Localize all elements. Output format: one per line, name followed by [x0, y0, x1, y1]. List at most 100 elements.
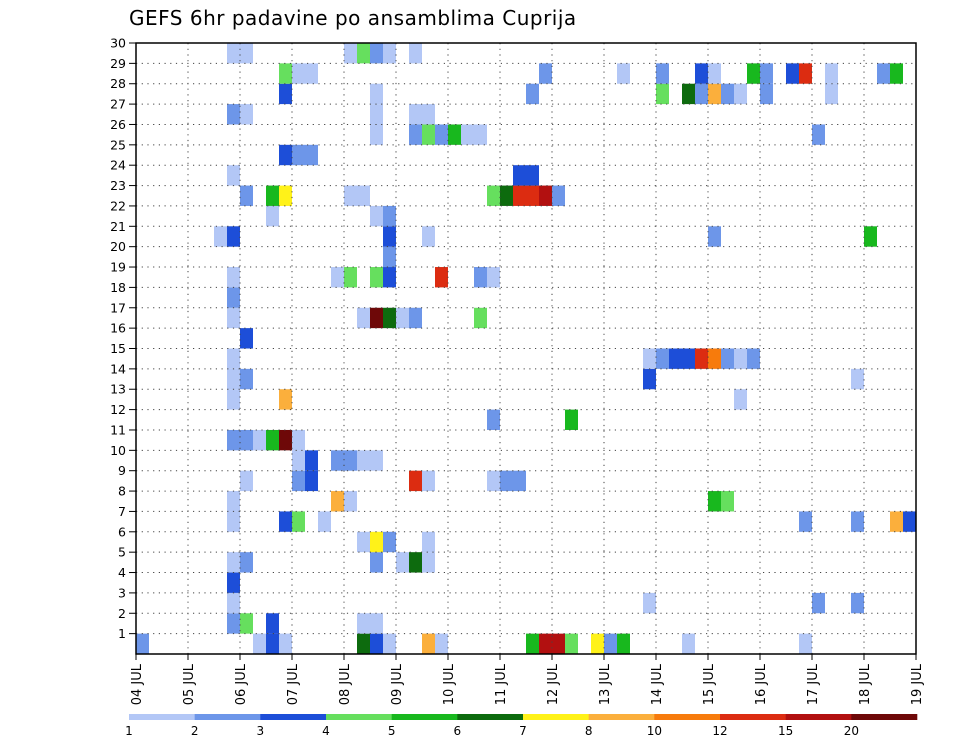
heatmap-cell	[279, 633, 292, 654]
heatmap-cell	[266, 205, 279, 227]
heatmap-cell	[669, 348, 682, 369]
y-tick-label: 21	[110, 219, 126, 234]
heatmap-cell	[370, 104, 383, 125]
heatmap-cell	[227, 226, 240, 247]
y-tick-label: 26	[110, 117, 126, 132]
heatmap-cell	[240, 429, 253, 451]
heatmap-cell	[227, 592, 240, 614]
legend-label: 3	[257, 724, 265, 738]
y-tick-label: 15	[110, 341, 126, 356]
legend-label: 4	[322, 724, 330, 738]
legend-label: 15	[778, 724, 793, 738]
heatmap-cell	[565, 409, 578, 430]
x-tick-label: 13 JUL	[598, 663, 613, 705]
heatmap-cell	[370, 205, 383, 227]
heatmap-cell	[825, 63, 838, 84]
y-tick-label: 2	[118, 606, 126, 621]
x-tick-label: 14 JUL	[650, 663, 665, 705]
heatmap-cell	[422, 104, 435, 125]
x-tick-label: 15 JUL	[702, 663, 717, 705]
x-tick-label: 07 JUL	[286, 663, 301, 705]
heatmap-cell	[734, 348, 747, 369]
y-tick-label: 13	[110, 382, 126, 397]
heatmap-cell	[513, 470, 526, 492]
heatmap-cell	[591, 633, 604, 654]
legend-swatch	[588, 714, 655, 720]
heatmap-cell	[383, 267, 396, 288]
heatmap-cells	[136, 43, 916, 654]
heatmap-cell	[305, 450, 318, 471]
x-tick-label: 19 JUL	[910, 663, 925, 705]
heatmap-cell	[357, 633, 370, 654]
x-tick-label: 09 JUL	[390, 663, 405, 705]
heatmap-cell	[604, 633, 617, 654]
x-tick-label: 11 JUL	[494, 663, 509, 705]
heatmap-cell	[864, 226, 877, 247]
heatmap-cell	[357, 531, 370, 553]
chart-title: GEFS 6hr padavine po ansamblima Cuprija	[129, 6, 577, 30]
legend-swatch	[194, 714, 261, 720]
heatmap-cell	[292, 144, 305, 166]
y-tick-label: 22	[110, 198, 126, 213]
heatmap-cell	[422, 470, 435, 492]
y-tick-label: 5	[118, 545, 126, 560]
heatmap-cell	[435, 124, 448, 145]
legend-label: 10	[647, 724, 662, 738]
heatmap-cell	[799, 63, 812, 84]
heatmap-cell	[279, 144, 292, 166]
y-tick-label: 23	[110, 178, 126, 193]
heatmap-cell	[890, 63, 903, 84]
heatmap-cell	[305, 63, 318, 84]
heatmap-cell	[370, 613, 383, 634]
heatmap-cell	[786, 63, 799, 84]
heatmap-cell	[656, 63, 669, 84]
y-tick-label: 24	[110, 158, 126, 173]
heatmap-cell	[487, 267, 500, 288]
x-tick-label: 17 JUL	[806, 663, 821, 705]
heatmap-cell	[383, 307, 396, 329]
heatmap-cell	[409, 552, 422, 573]
heatmap-cell	[370, 43, 383, 64]
heatmap-cell	[409, 43, 422, 64]
legend-swatch	[129, 714, 195, 720]
heatmap-cell	[318, 511, 331, 532]
heatmap-cell	[526, 185, 539, 206]
y-tick-label: 19	[110, 260, 126, 275]
heatmap-cell	[695, 83, 708, 105]
heatmap-cell	[305, 470, 318, 492]
heatmap-cell	[227, 572, 240, 593]
y-tick-label: 27	[110, 97, 126, 112]
heatmap-cell	[643, 348, 656, 369]
heatmap-cell	[227, 348, 240, 369]
heatmap-cell	[760, 83, 773, 105]
heatmap-cell	[292, 511, 305, 532]
heatmap-cell	[734, 83, 747, 105]
legend-label: 7	[519, 724, 527, 738]
heatmap-cell	[292, 63, 305, 84]
heatmap-cell	[227, 429, 240, 451]
y-tick-label: 11	[110, 422, 126, 437]
x-tick-label: 06 JUL	[234, 663, 249, 705]
heatmap-cell	[539, 63, 552, 84]
heatmap-cell	[383, 531, 396, 553]
heatmap-cell	[526, 633, 539, 654]
heatmap-cell	[422, 633, 435, 654]
heatmap-cell	[877, 63, 890, 84]
y-tick-label: 9	[118, 463, 126, 478]
heatmap-cell	[292, 470, 305, 492]
heatmap-cell	[214, 226, 227, 247]
heatmap-cell	[708, 226, 721, 247]
heatmap-cell	[487, 185, 500, 206]
heatmap-cell	[721, 348, 734, 369]
y-tick-label: 14	[110, 361, 126, 376]
y-tick-label: 3	[118, 585, 126, 600]
heatmap-cell	[617, 63, 630, 84]
y-tick-label: 4	[118, 565, 126, 580]
x-tick-label: 12 JUL	[546, 663, 561, 705]
y-tick-label: 17	[110, 300, 126, 315]
heatmap-cell	[643, 368, 656, 390]
heatmap-cell	[474, 267, 487, 288]
heatmap-cell	[227, 613, 240, 634]
heatmap-cell	[422, 531, 435, 553]
